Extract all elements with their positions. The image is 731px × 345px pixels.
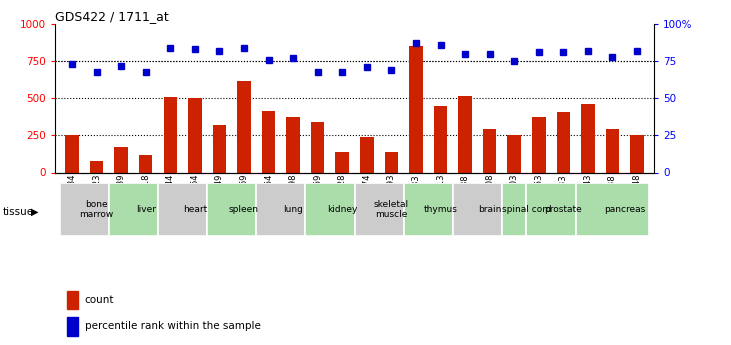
Text: ▶: ▶ [31,207,38,217]
Bar [385,152,398,172]
Bar [575,183,649,236]
Bar [630,135,644,172]
Bar [287,117,300,172]
Bar [139,155,153,172]
Bar [355,183,404,236]
Bar [526,183,575,236]
Bar [483,129,496,172]
Text: prostate: prostate [545,205,582,214]
Text: kidney: kidney [327,205,357,214]
Bar [507,135,521,172]
Bar [502,183,526,236]
Bar [606,129,619,172]
Text: bone
marrow: bone marrow [80,200,114,219]
Bar [90,161,103,172]
Bar [452,183,502,236]
Bar [60,183,109,236]
Bar [262,111,276,172]
Bar [114,147,128,172]
Bar [458,96,471,172]
Text: lung: lung [283,205,303,214]
Text: pancreas: pancreas [604,205,645,214]
Bar [360,137,374,172]
Bar [67,290,77,309]
Bar [158,183,207,236]
Bar [556,112,570,172]
Bar [311,122,325,172]
Text: brain: brain [478,205,501,214]
Bar [109,183,158,236]
Bar [188,98,202,172]
Text: spinal cord: spinal cord [501,205,551,214]
Bar [336,152,349,172]
Bar [213,125,226,172]
Text: thymus: thymus [423,205,458,214]
Text: spleen: spleen [229,205,259,214]
Text: heart: heart [183,205,207,214]
Bar [581,104,595,172]
Bar [306,183,355,236]
Bar [207,183,257,236]
Text: tissue: tissue [2,207,34,217]
Bar [257,183,306,236]
Text: count: count [85,295,114,305]
Bar [433,106,447,172]
Bar [67,317,77,336]
Bar [238,80,251,172]
Text: liver: liver [136,205,156,214]
Bar [532,117,545,172]
Bar [164,97,177,172]
Text: skeletal
muscle: skeletal muscle [374,200,409,219]
Bar [409,47,423,172]
Bar [404,183,452,236]
Text: GDS422 / 1711_at: GDS422 / 1711_at [55,10,169,23]
Text: percentile rank within the sample: percentile rank within the sample [85,321,261,331]
Bar [65,135,79,172]
